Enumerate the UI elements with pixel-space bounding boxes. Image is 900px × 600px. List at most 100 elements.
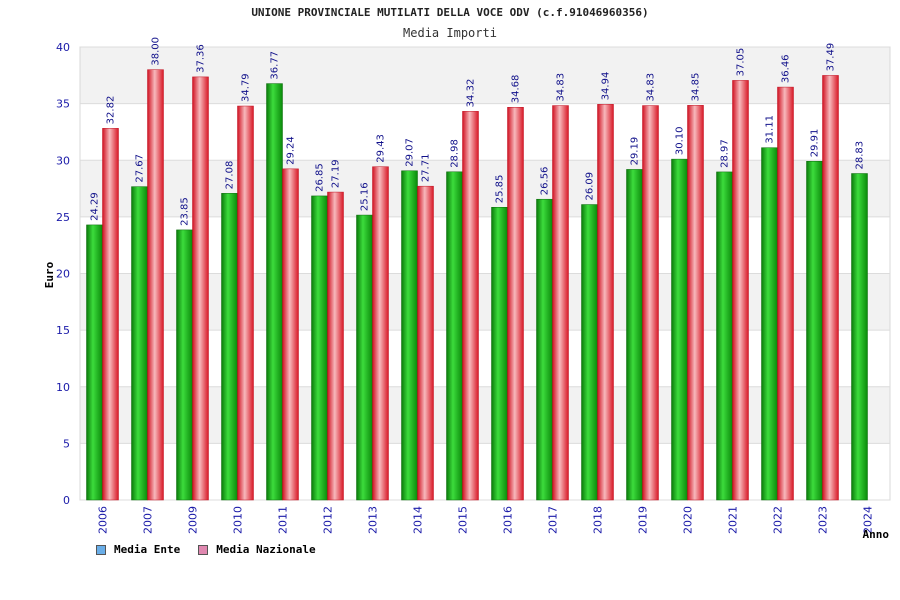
data-label: 28.98 [450, 139, 461, 168]
data-label: 34.79 [241, 73, 252, 102]
bar-media-ente [716, 171, 733, 501]
x-tick-label: 2012 [322, 506, 335, 534]
data-label: 37.36 [196, 44, 207, 73]
data-label: 27.67 [135, 154, 146, 183]
data-label: 28.83 [855, 141, 866, 170]
y-tick-label: 15 [56, 324, 70, 337]
gridlines [80, 46, 890, 501]
plot-band [80, 216, 890, 274]
chart-subtitle: Media Importi [403, 26, 497, 40]
bar-media-nazionale [372, 166, 389, 501]
data-label: 34.83 [556, 73, 567, 102]
data-label: 26.85 [315, 163, 326, 192]
bars [86, 69, 868, 501]
bar-media-ente [671, 158, 688, 501]
bar-media-nazionale [732, 80, 749, 501]
data-label: 31.11 [765, 115, 776, 144]
plot-band [80, 47, 890, 104]
x-tick-label: 2014 [412, 506, 425, 534]
bar-media-nazionale [552, 105, 569, 501]
data-label: 34.68 [511, 75, 522, 104]
y-tick-label: 10 [56, 381, 70, 394]
bar-media-ente [851, 173, 868, 501]
bar-media-ente [401, 170, 418, 501]
y-tick-label: 5 [63, 437, 70, 450]
y-tick-label: 35 [56, 98, 70, 111]
data-label: 23.85 [180, 197, 191, 226]
legend: Media Ente Media Nazionale [96, 543, 316, 556]
data-label: 34.32 [466, 79, 477, 108]
data-label: 32.82 [106, 96, 117, 125]
bar-media-nazionale [507, 106, 524, 501]
bar-media-ente [536, 198, 553, 501]
bar-media-ente [761, 147, 778, 501]
plot-background [79, 46, 891, 501]
bar-media-nazionale [282, 168, 299, 501]
x-tick-label: 2020 [682, 506, 695, 534]
x-tick-label: 2007 [142, 506, 155, 534]
plot-band [80, 273, 890, 331]
legend-label-ente: Media Ente [114, 543, 181, 556]
x-tick-label: 2010 [232, 506, 245, 534]
data-label: 29.91 [810, 129, 821, 158]
data-label: 27.71 [421, 154, 432, 183]
data-label: 28.97 [720, 139, 731, 168]
x-axis-label: Anno [863, 528, 890, 541]
value-labels: 24.29 32.82 27.67 38.00 23.85 37.36 27.08 34.79… [90, 37, 866, 226]
bar-media-nazionale [147, 69, 164, 501]
x-tick-label: 2016 [502, 506, 515, 534]
bar-media-ente [356, 214, 373, 501]
x-tick-label: 2023 [817, 506, 830, 534]
y-tick-label: 0 [63, 494, 70, 507]
data-label: 25.85 [495, 175, 506, 204]
data-label: 29.43 [376, 134, 387, 163]
y-tick-label: 20 [56, 268, 70, 281]
x-tick-label: 2009 [187, 506, 200, 534]
data-label: 37.49 [826, 43, 837, 72]
data-label: 26.09 [585, 172, 596, 201]
bar-media-nazionale [417, 185, 434, 501]
x-axis-ticks: 2006 2007 2009 2010 2011 2012 2013 2014 2015 2016… [97, 506, 875, 534]
bar-media-ente [581, 204, 598, 501]
bar-media-ente [86, 224, 103, 501]
y-tick-label: 25 [56, 211, 70, 224]
bar-media-ente [446, 171, 463, 501]
legend-item-ente: Media Ente [96, 543, 180, 556]
bar-media-nazionale [777, 86, 794, 501]
bar-media-ente [626, 169, 643, 501]
data-label: 27.19 [331, 159, 342, 188]
x-tick-label: 2006 [97, 506, 110, 534]
data-label: 36.46 [781, 54, 792, 83]
data-label: 24.29 [90, 192, 101, 221]
data-label: 34.83 [646, 73, 657, 102]
legend-item-nazionale: Media Nazionale [198, 543, 316, 556]
bar-media-ente [311, 195, 328, 501]
plot-band [80, 330, 890, 387]
data-label: 27.08 [225, 161, 236, 190]
x-tick-label: 2022 [772, 506, 785, 534]
plot-band [80, 443, 890, 500]
bar-media-nazionale [102, 128, 119, 501]
legend-label-nazionale: Media Nazionale [216, 543, 316, 556]
bar-media-ente [491, 206, 508, 501]
x-tick-label: 2017 [547, 506, 560, 534]
bar-media-nazionale [822, 75, 839, 501]
data-label: 34.94 [601, 72, 612, 101]
y-axis-ticks: 0 5 10 15 20 25 30 35 40 [56, 41, 70, 507]
data-label: 29.07 [405, 138, 416, 167]
bar-media-nazionale [462, 111, 479, 501]
bar-media-nazionale [327, 191, 344, 501]
legend-swatch-ente [96, 544, 106, 555]
bar-media-ente [806, 161, 823, 501]
data-label: 38.00 [151, 37, 162, 66]
chart-title: UNIONE PROVINCIALE MUTILATI DELLA VOCE O… [251, 6, 649, 19]
bar-media-nazionale [597, 104, 614, 501]
legend-swatch-nazionale [198, 544, 209, 555]
x-tick-label: 2018 [592, 506, 605, 534]
x-tick-label: 2013 [367, 506, 380, 534]
data-label: 25.16 [360, 182, 371, 211]
x-tick-label: 2024 [862, 506, 875, 534]
bar-media-ente [131, 186, 148, 501]
x-tick-label: 2019 [637, 506, 650, 534]
